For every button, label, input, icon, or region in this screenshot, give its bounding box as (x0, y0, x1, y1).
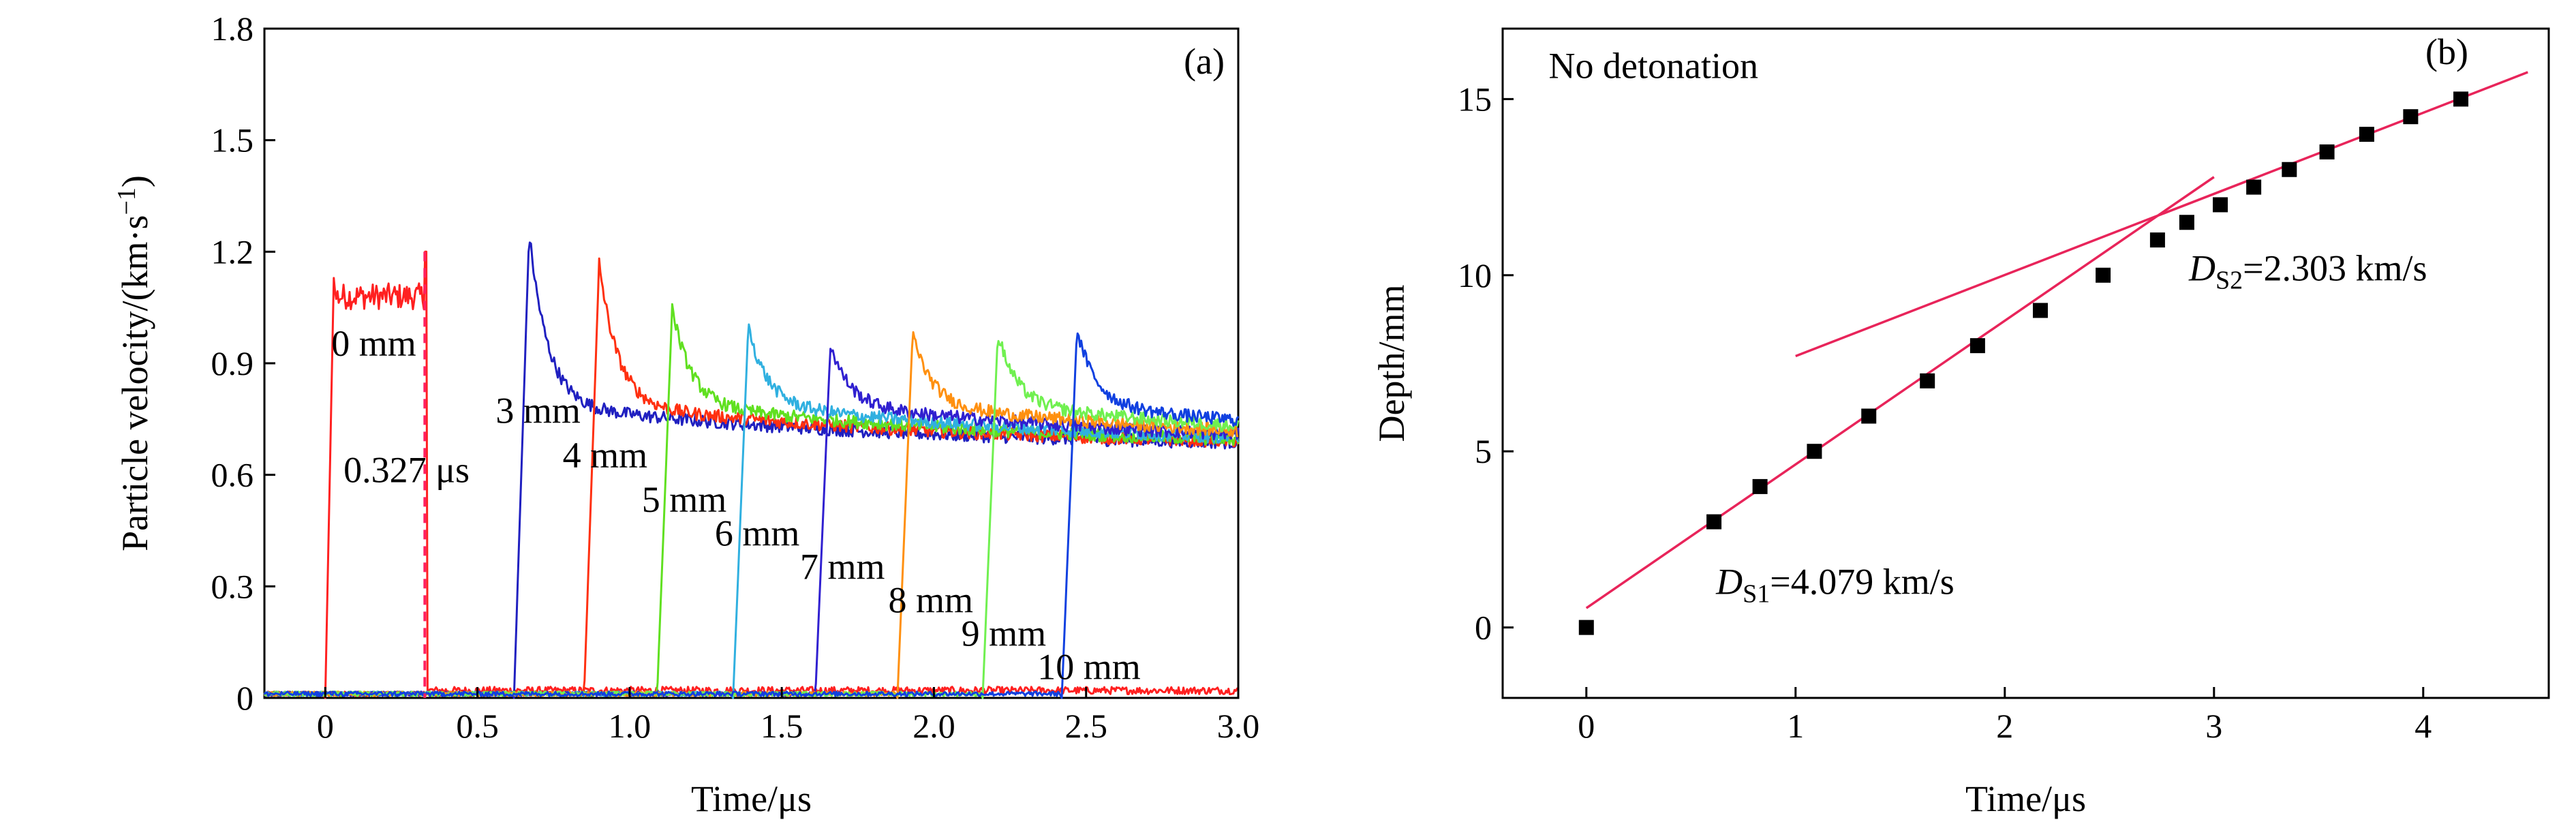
panel-a-y-tick-label: 0.9 (211, 344, 254, 382)
fit-label-ds2-subscript: S2 (2215, 266, 2243, 295)
trace-6-mm (264, 323, 1240, 699)
panel-b-x-tick-label: 3 (2205, 707, 2222, 745)
data-point (2096, 267, 2111, 283)
panel-b-y-tick-label: 0 (1475, 609, 1492, 647)
fit-line-1 (1585, 176, 2215, 609)
trace-10-mm (263, 332, 1240, 699)
series-label-9-mm: 9 mm (962, 613, 1047, 654)
panel-b-x-tick-label: 4 (2414, 707, 2432, 745)
data-point (2453, 91, 2469, 107)
panel-b-label: (b) (2425, 31, 2468, 72)
panel-b-y-axis-title: Depth/mm (1371, 285, 1412, 442)
panel-a-traces (263, 241, 1240, 699)
fit-label-ds2: DS2=2.303 km/s (2188, 248, 2427, 295)
panel-b-y-tick-label: 10 (1458, 256, 1492, 294)
data-point (1578, 620, 1594, 635)
panel-a-x-tick-label: 3.0 (1217, 707, 1260, 745)
data-point (1752, 478, 1768, 494)
panel-b-fit-lines (1585, 71, 2528, 609)
data-point (1807, 444, 1822, 459)
arrival-time-annotation: 0.327 μs (343, 450, 470, 491)
panel-b-x-axis-title: Time/μs (1965, 778, 2086, 819)
data-point (2213, 197, 2228, 213)
data-point (1920, 373, 1935, 388)
data-point (2319, 144, 2335, 159)
panel-a-y-axis-title-close: ) (114, 175, 155, 187)
fit-label-ds1: DS1=4.079 km/s (1715, 562, 1954, 609)
fit-label-ds1-symbol: D (1715, 562, 1743, 602)
panel-b-y-tick-label: 5 (1475, 432, 1492, 470)
data-point (1969, 338, 1985, 354)
panel-b-x-tick-label: 0 (1578, 707, 1595, 745)
panel-b-plot-frame (1501, 27, 2550, 699)
panel-a-x-axis-title: Time/μs (691, 778, 812, 819)
series-label-8-mm: 8 mm (888, 580, 973, 621)
panel-b: 0 1 2 3 4 0 5 10 15 Time/μs Depth/mm (b) No deto… (1371, 27, 2550, 819)
panel-a-y-tick-label: 1.2 (211, 232, 254, 271)
panel-a-x-tick-label: 2.0 (913, 707, 955, 745)
panel-b-ticks: 0 1 2 3 4 0 5 10 15 (1458, 80, 2432, 745)
panel-a: 0 0.5 1.0 1.5 2.0 2.5 3.0 0 0.3 0.6 0.9 1.2 1.5 1.8 T… (112, 10, 1259, 819)
panel-a-y-tick-label: 1.5 (211, 121, 254, 159)
fit-label-ds1-value: =4.079 km/s (1770, 562, 1954, 602)
data-point (2359, 127, 2374, 142)
fit-label-ds2-value: =2.303 km/s (2243, 248, 2427, 289)
data-point (2246, 179, 2262, 195)
data-point (1861, 408, 1877, 424)
series-label-3-mm: 3 mm (495, 390, 581, 431)
fit-label-ds1-subscript: S1 (1743, 580, 1770, 609)
panel-a-label: (a) (1184, 41, 1225, 82)
panel-b-x-tick-label: 2 (1996, 707, 2013, 745)
panel-a-x-tick-label: 2.5 (1064, 707, 1107, 745)
panel-a-y-axis-title-main: Particle velocity/(km·s (114, 215, 155, 551)
series-label-6-mm: 6 mm (715, 513, 800, 553)
data-point (2282, 162, 2297, 177)
panel-a-x-tick-label: 1.0 (609, 707, 651, 745)
series-label-5-mm: 5 mm (642, 479, 727, 520)
data-point (2403, 109, 2419, 125)
fit-label-ds2-symbol: D (2188, 248, 2215, 289)
panel-a-x-tick-label: 0.5 (456, 707, 499, 745)
panel-a-y-tick-label: 0.3 (211, 567, 254, 605)
panel-a-x-tick-label: 1.5 (761, 707, 803, 745)
data-point (2179, 215, 2194, 230)
panel-a-y-tick-label: 0.6 (211, 456, 254, 494)
series-label-4-mm: 4 mm (563, 435, 648, 476)
series-label-7-mm: 7 mm (800, 546, 885, 587)
data-point (2149, 232, 2165, 248)
data-point (2032, 303, 2048, 318)
panel-a-y-axis-title-sup: −1 (112, 187, 141, 215)
panel-b-data-points (1578, 91, 2469, 635)
panel-a-y-axis-title: Particle velocity/(km·s−1) (112, 175, 155, 551)
panel-a-ticks: 0 0.5 1.0 1.5 2.0 2.5 3.0 0 0.3 0.6 0.9 1.2 1.5 1.8 (211, 10, 1260, 745)
no-detonation-note: No detonation (1549, 45, 1758, 86)
panel-a-y-tick-label: 0 (236, 679, 254, 717)
series-label-10-mm: 10 mm (1037, 647, 1141, 688)
series-label-0-mm: 0 mm (331, 323, 416, 364)
panel-a-y-tick-label: 1.8 (211, 10, 254, 48)
panel-a-x-tick-label: 0 (317, 707, 334, 745)
panel-b-y-tick-label: 15 (1458, 80, 1492, 118)
panel-b-x-tick-label: 1 (1787, 707, 1804, 745)
data-point (1706, 514, 1722, 530)
